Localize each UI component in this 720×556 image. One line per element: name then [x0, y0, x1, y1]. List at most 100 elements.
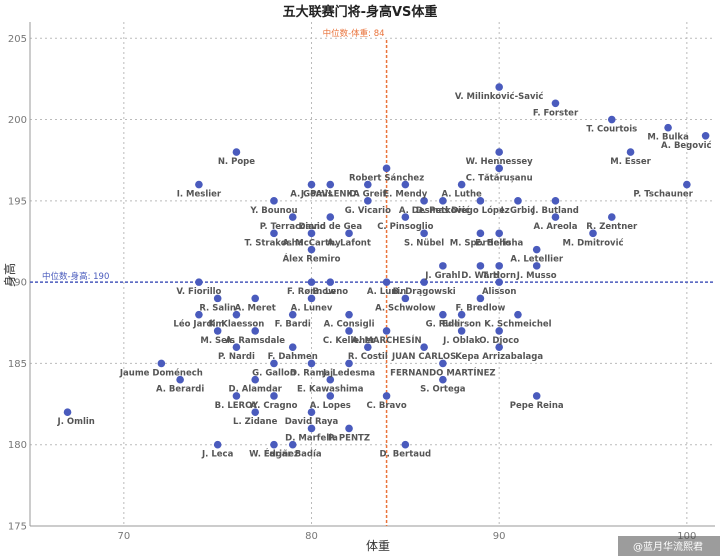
- data-point: [701, 132, 710, 140]
- data-point: [532, 262, 541, 270]
- data-point: [364, 197, 372, 205]
- data-point: [232, 392, 241, 400]
- data-point: [345, 310, 353, 319]
- point-label: F. Dahmen: [268, 352, 318, 362]
- data-point: [495, 343, 503, 351]
- point-label: A. Begović: [661, 140, 712, 151]
- data-point: [345, 424, 353, 433]
- watermark-bg: [618, 536, 720, 556]
- data-point: [476, 294, 485, 303]
- data-point: [495, 229, 503, 238]
- point-label: G. Rulli: [426, 320, 461, 330]
- point-label: A. Luthe: [442, 190, 483, 200]
- data-point: [288, 213, 297, 221]
- point-label: K. Schmeichel: [484, 320, 551, 330]
- point-label: B. Drągowski: [393, 287, 456, 297]
- point-label: R. Costil: [348, 352, 388, 362]
- data-point: [401, 294, 410, 303]
- data-point: [345, 327, 353, 335]
- point-label: A. Lunev: [291, 303, 333, 313]
- point-label: G. Vicario: [345, 206, 391, 216]
- y-tick-label: 185: [8, 359, 27, 370]
- point-label: Jaume Doménech: [119, 367, 203, 378]
- point-label: A. Cragno: [250, 401, 297, 411]
- data-point: [213, 294, 222, 303]
- point-label: A. McCarthy: [282, 238, 341, 248]
- point-label: P. Nardi: [218, 352, 255, 362]
- point-label: D. Petković: [416, 205, 470, 216]
- data-point: [457, 310, 466, 319]
- point-label: J. Ledesma: [322, 368, 375, 378]
- point-label: M. Bulka: [647, 133, 689, 143]
- data-point: [270, 359, 278, 368]
- point-label: Léo Jardim: [173, 319, 224, 330]
- point-label: P. Tschauner: [633, 190, 693, 200]
- data-point: [551, 197, 560, 205]
- data-point: [213, 440, 222, 449]
- data-point: [364, 180, 372, 189]
- point-label: A. Schwolow: [375, 303, 436, 313]
- x-tick-label: 70: [117, 531, 130, 542]
- data-point: [551, 213, 560, 221]
- point-label: A. Meret: [235, 303, 276, 313]
- point-label: K. Klaesson: [209, 320, 265, 330]
- x-tick-label: 90: [493, 531, 506, 542]
- point-label: Ederson: [442, 320, 481, 330]
- data-point: [176, 375, 184, 384]
- data-point: [307, 424, 316, 433]
- data-point: [326, 392, 335, 400]
- watermark: @蓝月华流熙君: [633, 540, 703, 553]
- point-label: J. Butland: [531, 206, 579, 216]
- data-point: [495, 83, 503, 91]
- data-point: [382, 278, 391, 286]
- point-label: A. Areola: [534, 222, 578, 232]
- data-point: [476, 262, 485, 270]
- data-point: [63, 408, 72, 416]
- data-point: [232, 310, 241, 319]
- data-point: [476, 229, 485, 238]
- data-point: [495, 164, 503, 173]
- point-label: I. Grbić: [501, 205, 536, 216]
- point-label: O. Djoco: [479, 336, 519, 346]
- point-label: T. Courtois: [586, 125, 637, 135]
- data-point: [213, 327, 222, 335]
- point-label: S. Ortega: [420, 385, 466, 395]
- data-point: [382, 164, 391, 173]
- data-point: [157, 359, 166, 368]
- data-point: [195, 180, 203, 189]
- data-point: [382, 327, 391, 335]
- point-label: D. Marfella: [285, 433, 338, 443]
- data-point: [495, 278, 503, 286]
- point-label: David Raya: [285, 417, 339, 427]
- point-label: Álex Remiro: [283, 253, 341, 265]
- point-label: Diego López: [451, 205, 510, 216]
- point-label: C. Tătărușanu: [466, 173, 533, 183]
- point-label: E. Mendy: [383, 190, 427, 200]
- data-point: [251, 408, 260, 416]
- data-point: [439, 262, 447, 270]
- data-point: [401, 440, 410, 449]
- data-point: [307, 278, 316, 286]
- point-label: I. Meslier: [177, 190, 222, 200]
- point-label: A. Ramsdale: [225, 336, 285, 346]
- point-label: Y. Bounou: [249, 206, 297, 216]
- point-label: E. Berisha: [475, 238, 523, 248]
- data-point: [307, 408, 316, 416]
- point-label: M. Sels: [200, 336, 235, 346]
- data-point: [326, 213, 335, 221]
- data-point: [345, 229, 353, 238]
- data-point: [270, 229, 278, 238]
- point-label: T. Horn: [482, 271, 516, 281]
- y-tick-label: 175: [8, 522, 27, 533]
- point-label: FERNANDO MARTÍNEZ: [390, 366, 495, 378]
- point-label: F. Bardi: [275, 320, 311, 330]
- point-label: A. Lafont: [327, 238, 371, 248]
- point-label: A. Consigli: [324, 320, 375, 330]
- data-point: [532, 392, 541, 400]
- data-point: [439, 310, 447, 319]
- point-label: A. Berardi: [156, 385, 204, 395]
- point-label: David de Gea: [298, 222, 362, 232]
- data-point: [307, 359, 316, 368]
- data-point: [195, 310, 203, 319]
